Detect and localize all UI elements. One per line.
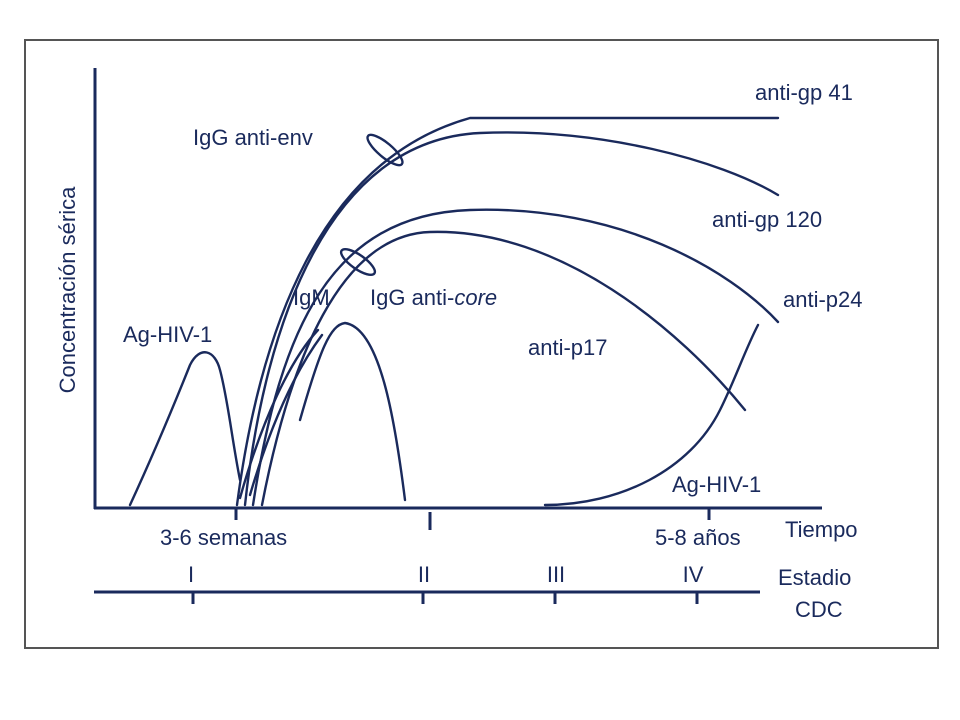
curve-label: IgG anti-core [370,285,497,310]
axis-label: CDC [795,597,843,622]
curve [543,323,760,507]
curve-label: Ag-HIV-1 [672,472,761,497]
loop [339,247,377,277]
loop [366,133,404,167]
frame [24,39,939,649]
curve-label: IgG anti-env [193,125,313,150]
curve [298,321,407,502]
stage-label: II [418,562,430,587]
curve-label: anti-gp 120 [712,207,822,232]
y-axis-label: Concentración sérica [55,186,80,393]
label-part: IgG anti- [370,285,454,310]
curve [238,328,320,500]
curve-label: anti-gp 41 [755,80,853,105]
curve [235,116,780,507]
curve-label: IgM [293,285,330,310]
label-part: core [454,285,497,310]
stage-label: III [547,562,565,587]
curve [128,351,242,507]
stage-label: IV [683,562,704,587]
axis-label: Tiempo [785,517,858,542]
curve [248,333,324,497]
time-label: 3-6 semanas [160,525,287,550]
stage-label: I [188,562,194,587]
curve [251,208,780,507]
axis-label: Estadio [778,565,851,590]
curve [243,131,780,507]
curve-label: anti-p24 [783,287,863,312]
time-label: 5-8 años [655,525,741,550]
curve-label: Ag-HIV-1 [123,322,212,347]
curve-label: anti-p17 [528,335,608,360]
